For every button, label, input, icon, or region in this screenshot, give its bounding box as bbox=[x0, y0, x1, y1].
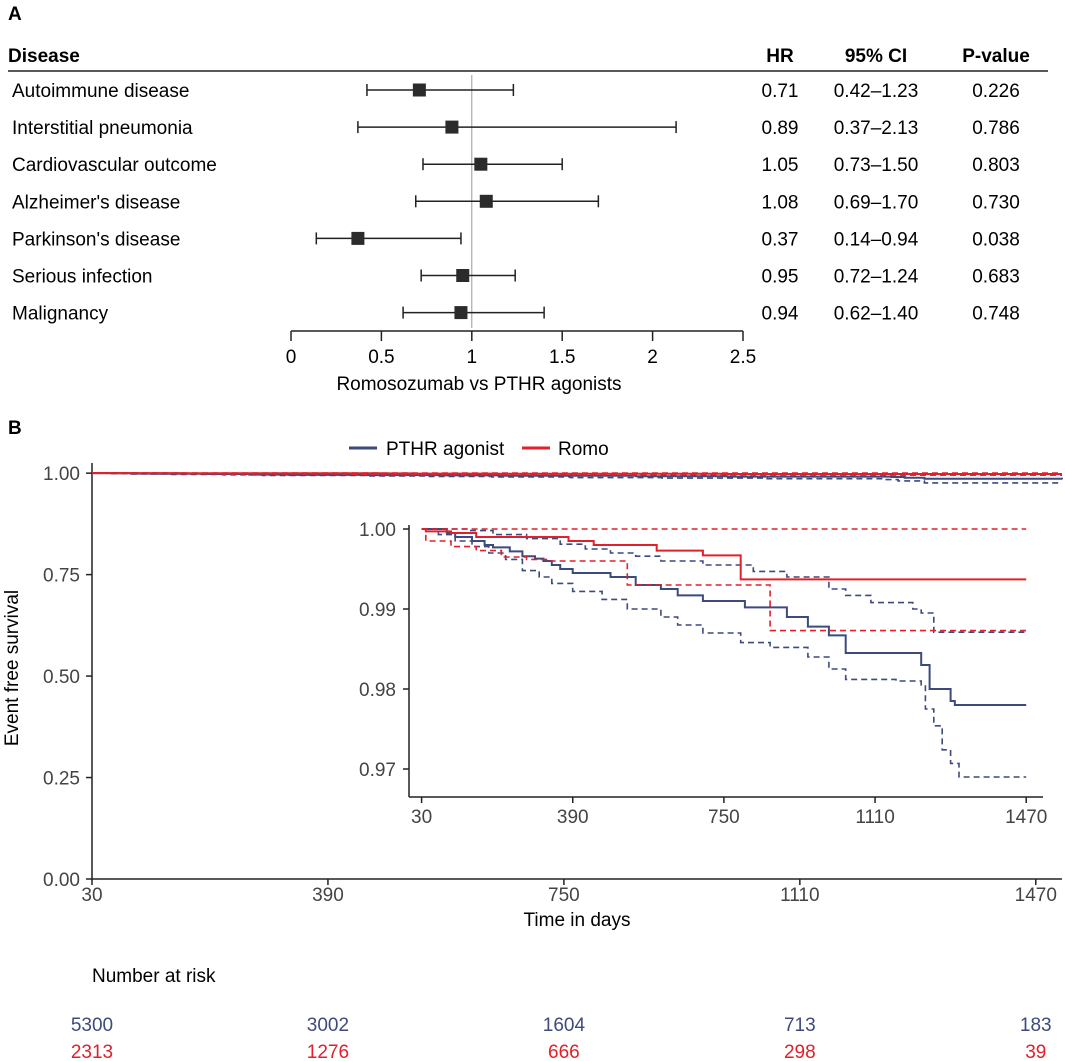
hr-value: 0.71 bbox=[762, 81, 799, 102]
disease-label: Parkinson's disease bbox=[12, 229, 180, 250]
hr-marker bbox=[454, 306, 468, 320]
hr-marker bbox=[412, 83, 426, 97]
km-ylabel: Event free survival bbox=[2, 590, 23, 746]
ci-value: 0.14–0.94 bbox=[834, 229, 919, 250]
forest-xlabel: Romosozumab vs PTHR agonists bbox=[336, 374, 621, 395]
risk-count: 1604 bbox=[543, 1015, 586, 1036]
km-y-tick-label: 0.75 bbox=[43, 566, 80, 587]
risk-table: 5300 3002 1604 713 183 2313 1276 666 298 39 bbox=[71, 1015, 1052, 1061]
legend: PTHR agonist Romo bbox=[349, 439, 609, 460]
forest-x-tick-label: 2 bbox=[647, 347, 658, 368]
inset-y-tick-label: 0.97 bbox=[359, 760, 396, 781]
km-y-tick-label: 0.00 bbox=[43, 870, 80, 891]
risk-count: 3002 bbox=[307, 1015, 349, 1036]
forest-x-tick-label: 0.5 bbox=[368, 347, 394, 368]
risk-count: 183 bbox=[1020, 1015, 1052, 1036]
inset-series-line bbox=[421, 528, 1027, 581]
inset-y-tick-label: 1.00 bbox=[359, 520, 396, 541]
p-value: 0.683 bbox=[972, 267, 1020, 288]
disease-label: Autoimmune disease bbox=[12, 81, 189, 102]
ci-value: 0.42–1.23 bbox=[834, 81, 919, 102]
disease-label: Alzheimer's disease bbox=[12, 192, 180, 213]
risk-count: 39 bbox=[1025, 1042, 1046, 1061]
km-y-tick-label: 1.00 bbox=[43, 464, 80, 485]
hr-marker bbox=[351, 231, 365, 245]
legend-label: Romo bbox=[558, 439, 609, 460]
risk-count: 298 bbox=[784, 1042, 816, 1061]
hr-marker bbox=[474, 157, 488, 171]
hr-marker bbox=[445, 120, 459, 134]
hr-value: 0.95 bbox=[762, 267, 799, 288]
inset-background bbox=[409, 525, 1043, 797]
forest-x-tick-label: 0 bbox=[286, 347, 297, 368]
forest-x-tick-label: 2.5 bbox=[730, 347, 756, 368]
risk-count: 2313 bbox=[71, 1042, 113, 1061]
hr-value: 1.08 bbox=[762, 192, 799, 213]
km-xlabel: Time in days bbox=[524, 910, 631, 931]
risk-count: 713 bbox=[784, 1015, 816, 1036]
p-value: 0.748 bbox=[972, 304, 1020, 325]
risk-count: 666 bbox=[548, 1042, 580, 1061]
km-y-tick-label: 0.50 bbox=[43, 667, 80, 688]
disease-label: Interstitial pneumonia bbox=[12, 118, 193, 139]
km-y-tick-label: 0.25 bbox=[43, 769, 80, 790]
inset-x-tick-label: 30 bbox=[411, 807, 432, 828]
hr-value: 0.37 bbox=[762, 229, 799, 250]
inset-x-tick-label: 390 bbox=[557, 807, 589, 828]
header-hr: HR bbox=[766, 46, 794, 67]
inset-x-tick-label: 750 bbox=[708, 807, 740, 828]
km-series-line bbox=[92, 472, 1062, 476]
disease-label: Cardiovascular outcome bbox=[12, 155, 217, 176]
panel-a-label: A bbox=[8, 4, 22, 25]
header-pvalue: P-value bbox=[962, 46, 1030, 67]
forest-plot: Autoimmune disease 0.71 0.42–1.23 0.226 Inte… bbox=[12, 75, 1020, 368]
ci-value: 0.62–1.40 bbox=[834, 304, 919, 325]
km-series-line bbox=[92, 472, 1063, 484]
header-ci: 95% CI bbox=[845, 46, 907, 67]
inset-y-tick-label: 0.99 bbox=[359, 600, 396, 621]
hr-value: 1.05 bbox=[762, 155, 799, 176]
km-x-tick-label: 30 bbox=[81, 885, 102, 906]
km-x-tick-label: 1110 bbox=[780, 885, 819, 906]
inset-x-tick-label: 1110 bbox=[855, 807, 894, 828]
header-disease: Disease bbox=[8, 46, 80, 67]
hr-value: 0.89 bbox=[762, 118, 799, 139]
forest-x-tick-label: 1.5 bbox=[549, 347, 575, 368]
p-value: 0.730 bbox=[972, 192, 1020, 213]
p-value: 0.786 bbox=[972, 118, 1020, 139]
risk-count: 5300 bbox=[71, 1015, 113, 1036]
disease-label: Malignancy bbox=[12, 304, 109, 325]
ci-value: 0.69–1.70 bbox=[834, 192, 919, 213]
hr-marker bbox=[479, 194, 493, 208]
risk-table-title: Number at risk bbox=[92, 966, 216, 987]
risk-count: 1276 bbox=[307, 1042, 349, 1061]
km-plot: 0.00 0.25 0.50 0.75 1.00 30 390 750 1110 1470 bbox=[43, 463, 1063, 906]
p-value: 0.803 bbox=[972, 155, 1020, 176]
inset-y-tick-label: 0.98 bbox=[359, 680, 396, 701]
hr-value: 0.94 bbox=[762, 304, 799, 325]
legend-label: PTHR agonist bbox=[386, 439, 505, 460]
km-x-tick-label: 750 bbox=[548, 885, 580, 906]
km-inset: 0.97 0.98 0.99 1.00 30 390 750 1110 1470 bbox=[359, 520, 1047, 828]
hr-marker bbox=[456, 269, 470, 282]
inset-x-tick-label: 1470 bbox=[1005, 807, 1047, 828]
ci-value: 0.72–1.24 bbox=[834, 267, 919, 288]
disease-label: Serious infection bbox=[12, 267, 152, 288]
panel-b-label: B bbox=[8, 418, 22, 439]
ci-value: 0.73–1.50 bbox=[834, 155, 919, 176]
ci-value: 0.37–2.13 bbox=[834, 118, 919, 139]
km-x-tick-label: 1470 bbox=[1015, 885, 1057, 906]
forest-x-tick-label: 1 bbox=[467, 347, 478, 368]
p-value: 0.038 bbox=[972, 229, 1020, 250]
p-value: 0.226 bbox=[972, 81, 1020, 102]
inset-series-line bbox=[421, 528, 1027, 778]
km-x-tick-label: 390 bbox=[312, 885, 344, 906]
inset-series-line bbox=[421, 528, 1027, 633]
inset-series-line bbox=[421, 528, 1027, 633]
